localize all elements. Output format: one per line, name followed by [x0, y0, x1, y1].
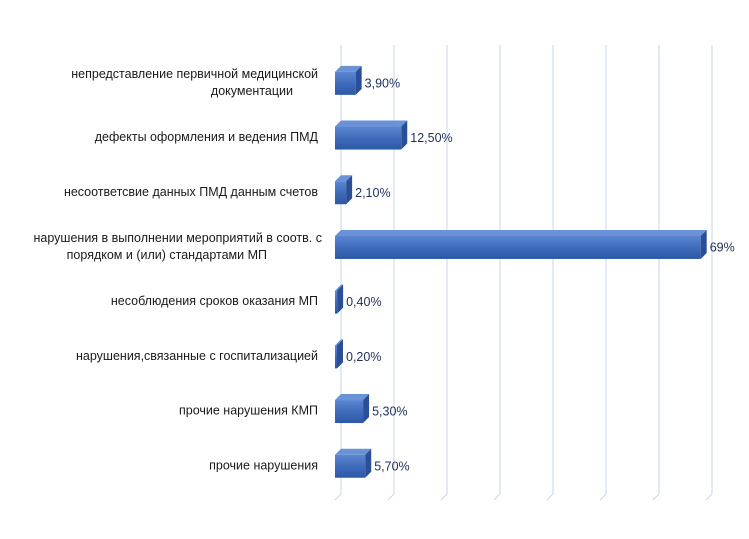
bar-front	[335, 235, 701, 259]
gridline-depth	[652, 493, 660, 501]
bar-side	[355, 65, 362, 95]
bar	[335, 339, 343, 369]
bar-front	[335, 71, 356, 95]
bar-front	[335, 400, 364, 424]
bar-top	[335, 175, 353, 182]
bar-top	[335, 120, 408, 127]
category-label: непредставление первичной медицинской док…	[71, 67, 318, 98]
category-label: несоответсвие данных ПМД данным счетов	[64, 185, 318, 199]
category-label-line: прочие нарушения КМП	[179, 404, 318, 418]
bar	[335, 175, 353, 205]
category-label-line: документации	[211, 84, 293, 98]
bar	[335, 65, 362, 95]
bar	[335, 229, 707, 259]
gridline-depth	[440, 493, 448, 501]
bar-side	[401, 120, 408, 150]
gridline-depth	[599, 493, 607, 501]
data-label: 12,50%	[410, 131, 452, 145]
bar	[335, 394, 370, 424]
bar	[335, 284, 344, 314]
category-label-line: несоблюдения сроков оказания МП	[111, 294, 318, 308]
category-label: прочие нарушения КМП	[179, 404, 318, 418]
gridline-depth	[387, 493, 395, 501]
bar-front	[335, 290, 338, 314]
category-label: дефекты оформления и ведения ПМД	[95, 130, 319, 144]
gridline-depth	[546, 493, 554, 501]
data-label: 2,10%	[355, 186, 390, 200]
bar	[335, 448, 372, 478]
category-label-line: порядком и (или) стандартами МП	[67, 248, 267, 262]
bar-front	[335, 181, 347, 205]
category-label: прочие нарушения	[209, 458, 318, 472]
gridline-depth	[493, 493, 501, 501]
category-label-line: прочие нарушения	[209, 458, 318, 472]
gridline-depth	[334, 493, 342, 501]
category-label-line: непредставление первичной медицинской	[71, 67, 318, 81]
bar-top	[335, 339, 343, 346]
category-label-line: нарушения,связанные с госпитализацией	[76, 349, 318, 363]
data-label: 0,20%	[346, 350, 381, 364]
category-label-line: дефекты оформления и ведения ПМД	[95, 130, 319, 144]
data-label: 5,30%	[372, 405, 407, 419]
category-label: нарушения в выполнении мероприятий в соо…	[34, 231, 322, 262]
bar-top	[335, 284, 344, 291]
bar-front	[335, 345, 337, 369]
bar-side	[365, 448, 372, 478]
bar-side	[346, 175, 353, 205]
bars	[335, 65, 707, 478]
value-labels: 3,90% 12,50% 2,10% 69% 0,40% 0,20% 5,30% 5,70%	[346, 76, 735, 473]
category-label-line: нарушения в выполнении мероприятий в соо…	[34, 231, 322, 245]
data-label: 3,90%	[365, 76, 400, 90]
bar-front	[335, 454, 366, 478]
data-label: 5,70%	[374, 459, 409, 473]
bar-side	[363, 394, 370, 424]
bar-top	[335, 448, 372, 455]
gridlines	[334, 45, 713, 501]
bar-side	[337, 339, 343, 369]
bar-top	[335, 394, 370, 401]
bar-top	[335, 229, 707, 236]
category-label: несоблюдения сроков оказания МП	[111, 294, 318, 308]
bar-front	[335, 126, 402, 150]
gridline-depth	[705, 493, 713, 501]
bar-side	[700, 229, 707, 259]
data-label: 0,40%	[346, 295, 381, 309]
bar	[335, 120, 408, 150]
category-label-line: несоответсвие данных ПМД данным счетов	[64, 185, 318, 199]
data-label: 69%	[710, 240, 735, 254]
category-label: нарушения,связанные с госпитализацией	[76, 349, 318, 363]
category-labels: непредставление первичной медицинской док…	[34, 67, 322, 472]
bar-side	[337, 284, 344, 314]
bar-top	[335, 65, 362, 72]
